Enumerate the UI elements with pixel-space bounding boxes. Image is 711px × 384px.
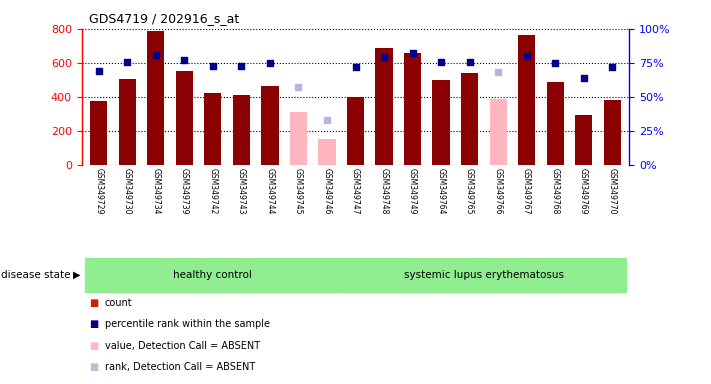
Text: GSM349742: GSM349742 (208, 168, 218, 214)
Text: GSM349748: GSM349748 (380, 168, 388, 214)
Bar (176, 71, 193, 165)
Bar (233, 95, 250, 165)
Bar (90, 101, 107, 165)
Bar (319, 139, 336, 165)
Point (435, 58, 447, 65)
Bar (347, 97, 364, 165)
Text: GSM349730: GSM349730 (123, 168, 132, 214)
Text: ■: ■ (89, 362, 98, 372)
Bar (341, 258, 626, 292)
Point (407, 50, 418, 56)
Text: GSM349747: GSM349747 (351, 168, 360, 214)
Text: GSM349770: GSM349770 (608, 168, 616, 214)
Point (178, 57, 190, 63)
Text: disease state: disease state (1, 270, 70, 280)
Bar (262, 86, 279, 165)
Point (293, 84, 304, 91)
Text: percentile rank within the sample: percentile rank within the sample (105, 319, 269, 329)
Text: GSM349768: GSM349768 (550, 168, 560, 214)
Bar (404, 53, 421, 165)
Point (521, 53, 533, 59)
Bar (375, 48, 392, 165)
Point (321, 117, 333, 123)
Point (378, 55, 390, 61)
Point (550, 60, 561, 66)
Text: GDS4719 / 202916_s_at: GDS4719 / 202916_s_at (89, 12, 239, 25)
Bar (518, 35, 535, 165)
Bar (432, 80, 449, 165)
Text: count: count (105, 298, 132, 308)
Bar (461, 73, 478, 165)
Point (606, 64, 618, 70)
Text: GSM349743: GSM349743 (237, 168, 246, 214)
Text: systemic lupus erythematosus: systemic lupus erythematosus (404, 270, 564, 280)
Text: ■: ■ (89, 341, 98, 351)
Point (236, 63, 247, 69)
Bar (604, 99, 621, 165)
Text: GSM349746: GSM349746 (323, 168, 331, 214)
Bar (85, 258, 341, 292)
Point (578, 75, 589, 81)
Text: GSM349766: GSM349766 (493, 168, 503, 214)
Text: GSM349764: GSM349764 (437, 168, 446, 214)
Text: GSM349765: GSM349765 (465, 168, 474, 214)
Text: rank, Detection Call = ABSENT: rank, Detection Call = ABSENT (105, 362, 255, 372)
Text: GSM349769: GSM349769 (579, 168, 588, 214)
Text: ▶: ▶ (73, 270, 81, 280)
Bar (290, 112, 307, 165)
Bar (119, 79, 136, 165)
Point (464, 58, 475, 65)
Bar (489, 99, 507, 165)
Bar (547, 82, 564, 165)
Text: GSM349767: GSM349767 (522, 168, 531, 214)
Text: GSM349749: GSM349749 (408, 168, 417, 214)
Text: GSM349744: GSM349744 (265, 168, 274, 214)
Point (122, 58, 133, 65)
Point (93, 68, 105, 74)
Bar (204, 93, 222, 165)
Point (350, 64, 361, 70)
Text: value, Detection Call = ABSENT: value, Detection Call = ABSENT (105, 341, 260, 351)
Text: healthy control: healthy control (173, 270, 252, 280)
Text: GSM349734: GSM349734 (151, 168, 161, 214)
Bar (147, 30, 164, 165)
Text: GSM349745: GSM349745 (294, 168, 303, 214)
Point (207, 63, 218, 69)
Text: GSM349739: GSM349739 (180, 168, 189, 214)
Text: ■: ■ (89, 319, 98, 329)
Bar (575, 115, 592, 165)
Text: GSM349729: GSM349729 (95, 168, 103, 214)
Point (264, 60, 276, 66)
Point (493, 70, 504, 76)
Point (150, 51, 161, 58)
Text: ■: ■ (89, 298, 98, 308)
